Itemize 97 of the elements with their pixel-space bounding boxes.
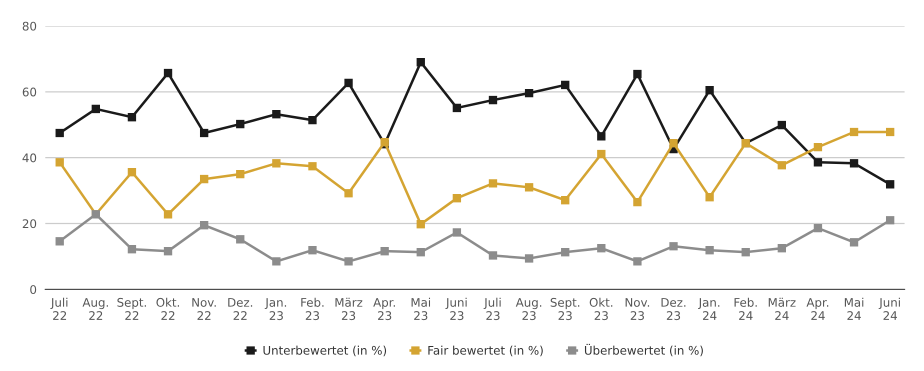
x-tick-label: März 24 bbox=[768, 298, 796, 320]
point bbox=[128, 113, 136, 122]
point bbox=[344, 189, 353, 198]
point bbox=[814, 158, 822, 166]
x-tick-label: Nov. 22 bbox=[192, 298, 216, 320]
point bbox=[452, 194, 462, 202]
point bbox=[886, 128, 894, 136]
point bbox=[886, 216, 894, 224]
legend-label: Fair bewertet (in %) bbox=[428, 346, 543, 356]
point bbox=[705, 86, 714, 94]
x-tick-label: Jan. 23 bbox=[264, 298, 286, 320]
point bbox=[200, 221, 208, 230]
point bbox=[561, 248, 570, 256]
point bbox=[524, 88, 534, 98]
point bbox=[561, 196, 570, 204]
point bbox=[488, 251, 498, 260]
x-tick-label: Feb. 23 bbox=[301, 298, 324, 320]
x-tick-label: Jan. 24 bbox=[698, 298, 720, 320]
point bbox=[128, 245, 136, 254]
point bbox=[200, 128, 208, 138]
point bbox=[850, 128, 858, 136]
point bbox=[488, 96, 498, 104]
point bbox=[561, 80, 570, 90]
x-tick-label: Juni 24 bbox=[878, 298, 900, 320]
point bbox=[452, 104, 462, 112]
point bbox=[524, 254, 534, 263]
point bbox=[344, 257, 353, 266]
point bbox=[56, 237, 64, 246]
point bbox=[164, 210, 172, 218]
point bbox=[633, 70, 642, 78]
x-tick-label: März 23 bbox=[335, 298, 362, 320]
point bbox=[633, 257, 642, 266]
point bbox=[236, 235, 244, 244]
point bbox=[272, 257, 281, 266]
point bbox=[669, 139, 678, 148]
point bbox=[164, 247, 172, 256]
x-tick-label: Dez. 22 bbox=[228, 298, 252, 320]
legend-label: Unterbewertet (in %) bbox=[263, 346, 386, 356]
point bbox=[380, 247, 389, 256]
point bbox=[56, 128, 64, 138]
point bbox=[597, 244, 606, 252]
x-tick-label: Dez. 23 bbox=[662, 298, 686, 320]
point bbox=[416, 220, 425, 228]
x-tick-label: Apr. 24 bbox=[806, 298, 828, 320]
point bbox=[128, 168, 136, 176]
x-tick-label: Apr. 23 bbox=[373, 298, 395, 320]
point bbox=[778, 161, 786, 170]
y-tick-label: 40 bbox=[22, 153, 36, 162]
y-tick-label: 0 bbox=[30, 285, 36, 294]
x-tick-label: Mai 24 bbox=[844, 298, 864, 320]
y-tick-label: 60 bbox=[22, 88, 36, 96]
y-tick-label: 80 bbox=[22, 22, 36, 31]
point bbox=[488, 179, 498, 188]
x-tick-label: Juni 23 bbox=[445, 298, 467, 320]
point bbox=[814, 142, 822, 152]
x-tick-label: Feb. 24 bbox=[734, 298, 757, 320]
point bbox=[850, 238, 858, 246]
point bbox=[850, 159, 858, 168]
point bbox=[597, 150, 606, 158]
point bbox=[272, 159, 281, 168]
point bbox=[344, 78, 353, 88]
point bbox=[705, 193, 714, 202]
point bbox=[814, 224, 822, 232]
point bbox=[416, 58, 425, 66]
point bbox=[56, 158, 64, 166]
point bbox=[200, 174, 208, 184]
x-tick-label: Mai 23 bbox=[412, 298, 430, 320]
x-tick-label: Okt. 23 bbox=[590, 298, 612, 320]
x-tick-label: Sept. 23 bbox=[550, 298, 580, 320]
point bbox=[524, 183, 534, 192]
point bbox=[452, 228, 462, 237]
x-tick-label: Aug. 22 bbox=[82, 298, 108, 320]
point bbox=[669, 242, 678, 250]
x-tick-label: Juli 23 bbox=[484, 298, 501, 320]
y-tick-label: 20 bbox=[22, 219, 36, 228]
point bbox=[416, 248, 425, 256]
point bbox=[886, 180, 894, 189]
legend-label: Überbewertet (in %) bbox=[584, 344, 703, 356]
point bbox=[308, 246, 317, 254]
point bbox=[705, 246, 714, 254]
x-tick-label: Juli 22 bbox=[50, 298, 68, 320]
point bbox=[236, 170, 244, 178]
point bbox=[597, 132, 606, 140]
point bbox=[308, 162, 317, 170]
point bbox=[778, 120, 786, 130]
x-tick-label: Nov. 23 bbox=[626, 298, 650, 320]
point bbox=[272, 110, 281, 118]
point bbox=[236, 120, 244, 128]
x-tick-label: Sept. 22 bbox=[117, 298, 146, 320]
point bbox=[778, 244, 786, 252]
point bbox=[164, 68, 172, 78]
point bbox=[92, 104, 100, 114]
point bbox=[742, 248, 750, 256]
x-tick-label: Okt. 22 bbox=[156, 298, 180, 320]
x-tick-label: Aug. 23 bbox=[516, 298, 542, 320]
point bbox=[633, 198, 642, 206]
point bbox=[308, 116, 317, 124]
